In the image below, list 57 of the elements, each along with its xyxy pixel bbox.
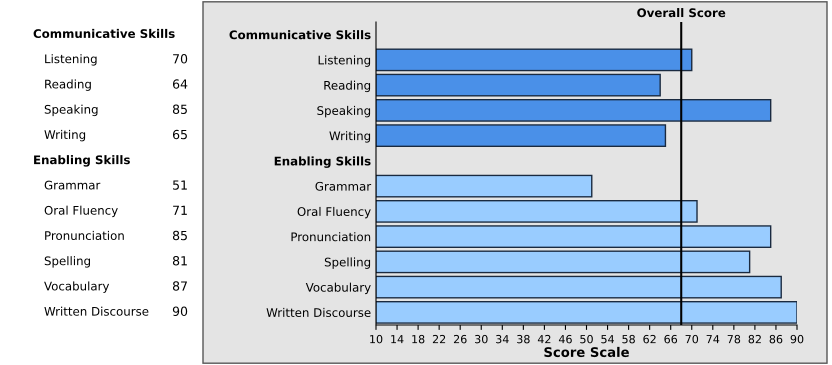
data-label: 71 <box>173 206 187 215</box>
category-label: Grammar <box>44 180 100 190</box>
x-tick-label: 38 <box>517 334 530 344</box>
data-label: 70 <box>173 54 188 64</box>
x-tick-label: 10 <box>370 334 382 344</box>
ref-line-label: Overall Score <box>637 8 726 18</box>
y-tick-label: Written Discourse <box>266 308 371 318</box>
y-tick-label: Vocabulary <box>306 282 371 294</box>
category-label: Communicative Skills <box>34 28 175 38</box>
data-label: 51 <box>173 180 187 190</box>
y-tick-label: Grammar <box>315 182 372 191</box>
y-tick-label: Enabling Skills <box>274 156 371 168</box>
y-tick-label: Listening <box>318 55 370 67</box>
data-label: 90 <box>172 306 188 316</box>
x-tick-label: 86 <box>770 334 782 344</box>
category-label: Enabling Skills <box>34 155 130 167</box>
x-axis-title: Score Scale <box>544 346 629 358</box>
x-tick-label: 18 <box>412 334 424 344</box>
category-label: Vocabulary <box>44 281 110 293</box>
y-tick-label: Speaking <box>317 106 370 118</box>
x-tick-label: 66 <box>664 334 678 344</box>
x-tick-label: 78 <box>728 334 740 344</box>
data-label: 87 <box>172 281 187 291</box>
category-label: Reading <box>45 79 91 91</box>
data-label: 85 <box>172 104 187 114</box>
y-tick-label: Writing <box>329 131 370 143</box>
x-tick-label: 42 <box>538 334 550 344</box>
data-label: 64 <box>172 79 188 89</box>
x-tick-label: 50 <box>580 334 593 344</box>
x-tick-label: 62 <box>643 334 656 344</box>
category-label: Listening <box>45 54 97 66</box>
x-tick-label: 90 <box>790 334 804 344</box>
data-label: 65 <box>172 130 187 140</box>
category-label: Pronunciation <box>45 230 124 240</box>
x-tick-label: 46 <box>558 334 572 344</box>
x-tick-label: 54 <box>601 335 614 344</box>
x-tick-label: 58 <box>622 334 635 344</box>
category-label: Oral Fluency <box>44 206 118 218</box>
x-tick-label: 34 <box>496 334 509 344</box>
x-tick-label: 70 <box>686 334 698 344</box>
category-label: Spelling <box>44 256 90 268</box>
x-tick-label: 26 <box>454 334 467 344</box>
category-label: Written Discourse <box>44 306 148 316</box>
x-tick-label: 22 <box>432 334 446 344</box>
y-tick-label: Reading <box>324 80 370 92</box>
x-tick-label: 30 <box>475 334 488 344</box>
y-tick-label: Communicative Skills <box>230 30 371 40</box>
x-tick-label: 82 <box>748 334 761 344</box>
data-label: 81 <box>172 256 187 266</box>
y-tick-label: Spelling <box>324 257 370 269</box>
category-label: Writing <box>44 130 86 142</box>
y-tick-label: Pronunciation <box>292 232 370 242</box>
x-tick-label: 74 <box>706 335 720 344</box>
category-label: Speaking <box>44 104 98 116</box>
data-label: 85 <box>172 230 187 240</box>
y-tick-label: Oral Fluency <box>298 206 371 218</box>
x-tick-label: 14 <box>391 335 404 344</box>
